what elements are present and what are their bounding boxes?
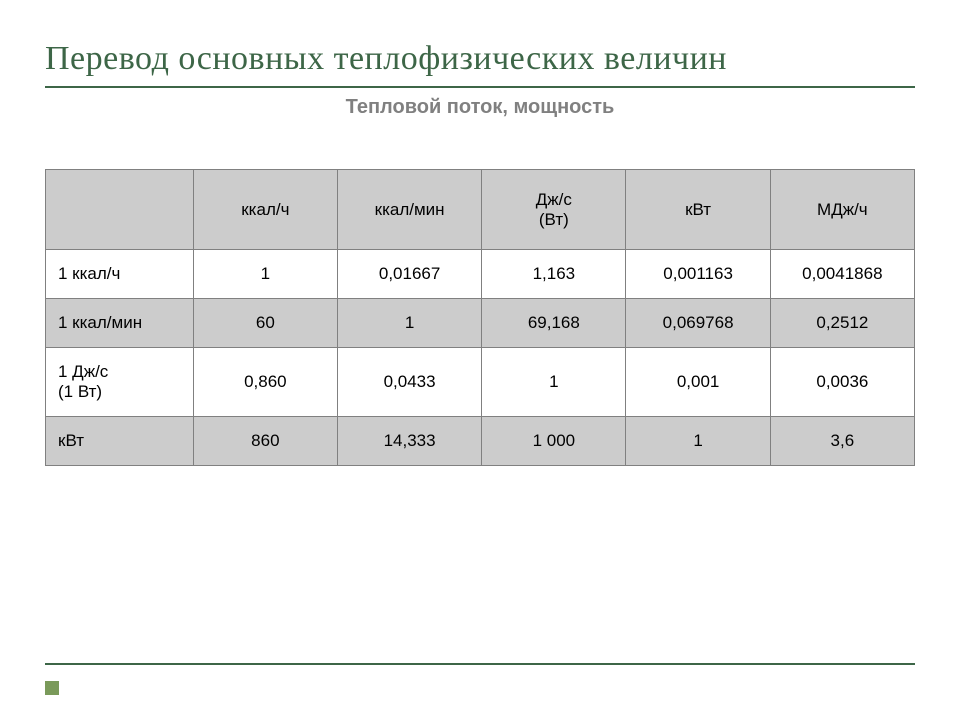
footer-line [45, 663, 915, 665]
cell: 0,01667 [337, 250, 481, 299]
cell: 0,2512 [770, 299, 914, 348]
cell: 0,0433 [337, 348, 481, 417]
cell: 0,860 [193, 348, 337, 417]
row-label: 1 ккал/ч [46, 250, 194, 299]
table-head: ккал/ч ккал/мин Дж/с(Вт) кВт МДж/ч [46, 170, 915, 250]
row-label: 1 Дж/с(1 Вт) [46, 348, 194, 417]
table-header-empty [46, 170, 194, 250]
slide-container: Перевод основных теплофизических величин… [0, 0, 960, 506]
table-header-kw: кВт [626, 170, 770, 250]
row-label: кВт [46, 417, 194, 466]
cell: 1,163 [482, 250, 626, 299]
table-header-row: ккал/ч ккал/мин Дж/с(Вт) кВт МДж/ч [46, 170, 915, 250]
row-label: 1 ккал/мин [46, 299, 194, 348]
conversion-table: ккал/ч ккал/мин Дж/с(Вт) кВт МДж/ч 1 кка… [45, 169, 915, 466]
cell: 1 [337, 299, 481, 348]
table-body: 1 ккал/ч 1 0,01667 1,163 0,001163 0,0041… [46, 250, 915, 466]
cell: 1 000 [482, 417, 626, 466]
cell: 1 [626, 417, 770, 466]
cell: 14,333 [337, 417, 481, 466]
cell: 69,168 [482, 299, 626, 348]
table-row: 1 Дж/с(1 Вт) 0,860 0,0433 1 0,001 0,0036 [46, 348, 915, 417]
table-row: кВт 860 14,333 1 000 1 3,6 [46, 417, 915, 466]
table-header-kcal-h: ккал/ч [193, 170, 337, 250]
cell: 0,001163 [626, 250, 770, 299]
table-header-joule-s: Дж/с(Вт) [482, 170, 626, 250]
cell: 1 [482, 348, 626, 417]
cell: 0,001 [626, 348, 770, 417]
slide-title: Перевод основных теплофизических величин [45, 40, 915, 78]
cell: 0,0036 [770, 348, 914, 417]
table-row: 1 ккал/мин 60 1 69,168 0,069768 0,2512 [46, 299, 915, 348]
cell: 3,6 [770, 417, 914, 466]
cell: 860 [193, 417, 337, 466]
cell: 60 [193, 299, 337, 348]
cell: 0,069768 [626, 299, 770, 348]
table-row: 1 ккал/ч 1 0,01667 1,163 0,001163 0,0041… [46, 250, 915, 299]
slide-subtitle: Тепловой поток, мощность [45, 96, 915, 119]
table-header-mj-h: МДж/ч [770, 170, 914, 250]
title-underline [45, 86, 915, 88]
footer-square-icon [45, 681, 59, 695]
cell: 1 [193, 250, 337, 299]
table-header-kcal-min: ккал/мин [337, 170, 481, 250]
cell: 0,0041868 [770, 250, 914, 299]
